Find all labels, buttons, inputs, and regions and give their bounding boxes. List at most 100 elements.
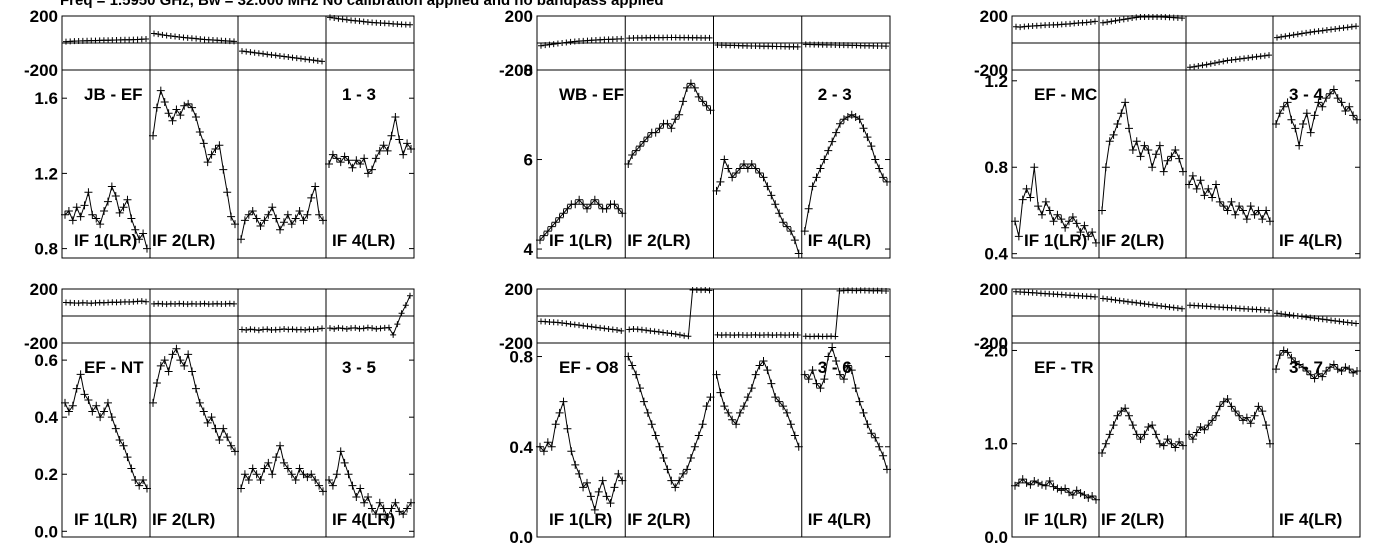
amplitude-point xyxy=(1302,109,1311,118)
amplitude-point xyxy=(859,408,868,417)
phase-point xyxy=(1162,303,1169,310)
amplitude-point xyxy=(311,475,320,484)
amplitude-point xyxy=(590,195,599,204)
phase-point xyxy=(1224,57,1231,64)
amplitude-point xyxy=(1128,421,1137,430)
phase-point xyxy=(1092,293,1098,300)
amplitude-point xyxy=(1283,348,1292,357)
phase-point xyxy=(1100,295,1106,302)
amplitude-point xyxy=(272,453,281,462)
amplitude-point xyxy=(828,343,837,352)
phase-point xyxy=(672,331,679,338)
phase-point xyxy=(327,14,333,21)
phase-point xyxy=(360,325,367,332)
phase-point xyxy=(614,327,621,334)
phase-point xyxy=(1116,297,1123,304)
amplitude-point xyxy=(586,492,595,501)
amplitude-point xyxy=(379,141,388,150)
phase-point xyxy=(264,326,271,333)
amplitude-point xyxy=(579,483,588,492)
phase-point xyxy=(1249,54,1256,61)
amplitude-series-line xyxy=(716,157,800,254)
amplitude-point xyxy=(279,458,288,467)
amplitude-point xyxy=(1258,407,1267,416)
phase-point xyxy=(281,53,288,60)
amplitude-point xyxy=(779,402,788,411)
amplitude-point xyxy=(360,498,369,507)
amplitude-point xyxy=(1283,98,1292,107)
amplitude-point xyxy=(767,379,776,388)
amplitude-point xyxy=(336,447,345,456)
phase-series-line xyxy=(805,289,887,338)
phase-point xyxy=(343,325,350,332)
amplitude-point xyxy=(1337,366,1346,375)
amplitude-point xyxy=(207,413,216,422)
baseline-number-label: 3 - 4 xyxy=(1289,85,1324,104)
amplitude-point xyxy=(820,155,829,164)
amplitude-point xyxy=(643,408,652,417)
amplitude-point xyxy=(84,396,93,405)
phase-point xyxy=(1315,28,1322,35)
amplitude-point xyxy=(1239,206,1247,215)
phase-point xyxy=(302,327,309,334)
amplitude-point xyxy=(1306,370,1315,379)
phase-point xyxy=(163,32,170,39)
phase-point xyxy=(239,326,245,333)
amplitude-point xyxy=(808,366,817,375)
amplitude-point xyxy=(1188,171,1197,180)
amplitude-point xyxy=(1105,430,1114,439)
phase-point xyxy=(1344,24,1351,31)
amplitude-point xyxy=(315,210,324,219)
amplitude-point xyxy=(820,375,829,384)
phase-point xyxy=(1137,300,1144,307)
phase-point xyxy=(260,50,267,57)
amplitude-point xyxy=(295,207,304,215)
amplitude-point xyxy=(1227,197,1236,206)
phase-point xyxy=(1083,19,1090,26)
amplitude-point xyxy=(96,413,105,422)
phase-point xyxy=(1298,30,1305,37)
amplitude-point xyxy=(1132,430,1141,439)
phase-point xyxy=(832,333,839,340)
phase-point xyxy=(647,327,654,334)
amplitude-point xyxy=(391,498,400,507)
amplitude-point xyxy=(1152,430,1160,439)
phase-point xyxy=(1340,24,1347,31)
amplitude-point xyxy=(1041,481,1050,490)
amplitude-point xyxy=(1053,210,1062,219)
phase-point xyxy=(883,288,889,295)
amplitude-point xyxy=(555,213,564,222)
amplitude-point xyxy=(387,504,396,513)
amplitude-point xyxy=(794,249,803,258)
phase-point xyxy=(1108,18,1115,25)
amplitude-point xyxy=(575,469,584,478)
amplitude-point xyxy=(851,113,860,121)
amplitude-point xyxy=(403,139,412,148)
amplitude-point xyxy=(1250,411,1259,420)
phase-point xyxy=(231,300,237,307)
phase-point xyxy=(660,329,667,336)
amplitude-point xyxy=(863,420,872,429)
phase-point xyxy=(1348,23,1355,30)
amplitude-point xyxy=(747,384,756,393)
amplitude-series-line xyxy=(64,374,148,489)
if-label: IF 4(LR) xyxy=(332,231,395,250)
amplitude-point xyxy=(1275,351,1284,360)
amplitude-point xyxy=(1026,193,1035,202)
amplitude-point xyxy=(628,151,637,160)
amplitude-point xyxy=(88,210,97,219)
amplitude-point xyxy=(1045,206,1054,215)
amplitude-point xyxy=(1179,167,1187,176)
amplitude-point xyxy=(168,116,177,125)
amplitude-point xyxy=(1227,402,1236,411)
phase-point xyxy=(676,331,683,338)
phase-point xyxy=(1100,19,1106,26)
phase-point xyxy=(1332,25,1339,32)
phase-point xyxy=(1124,15,1131,22)
amplitude-point xyxy=(1287,115,1296,124)
amplitude-point xyxy=(1125,411,1133,420)
